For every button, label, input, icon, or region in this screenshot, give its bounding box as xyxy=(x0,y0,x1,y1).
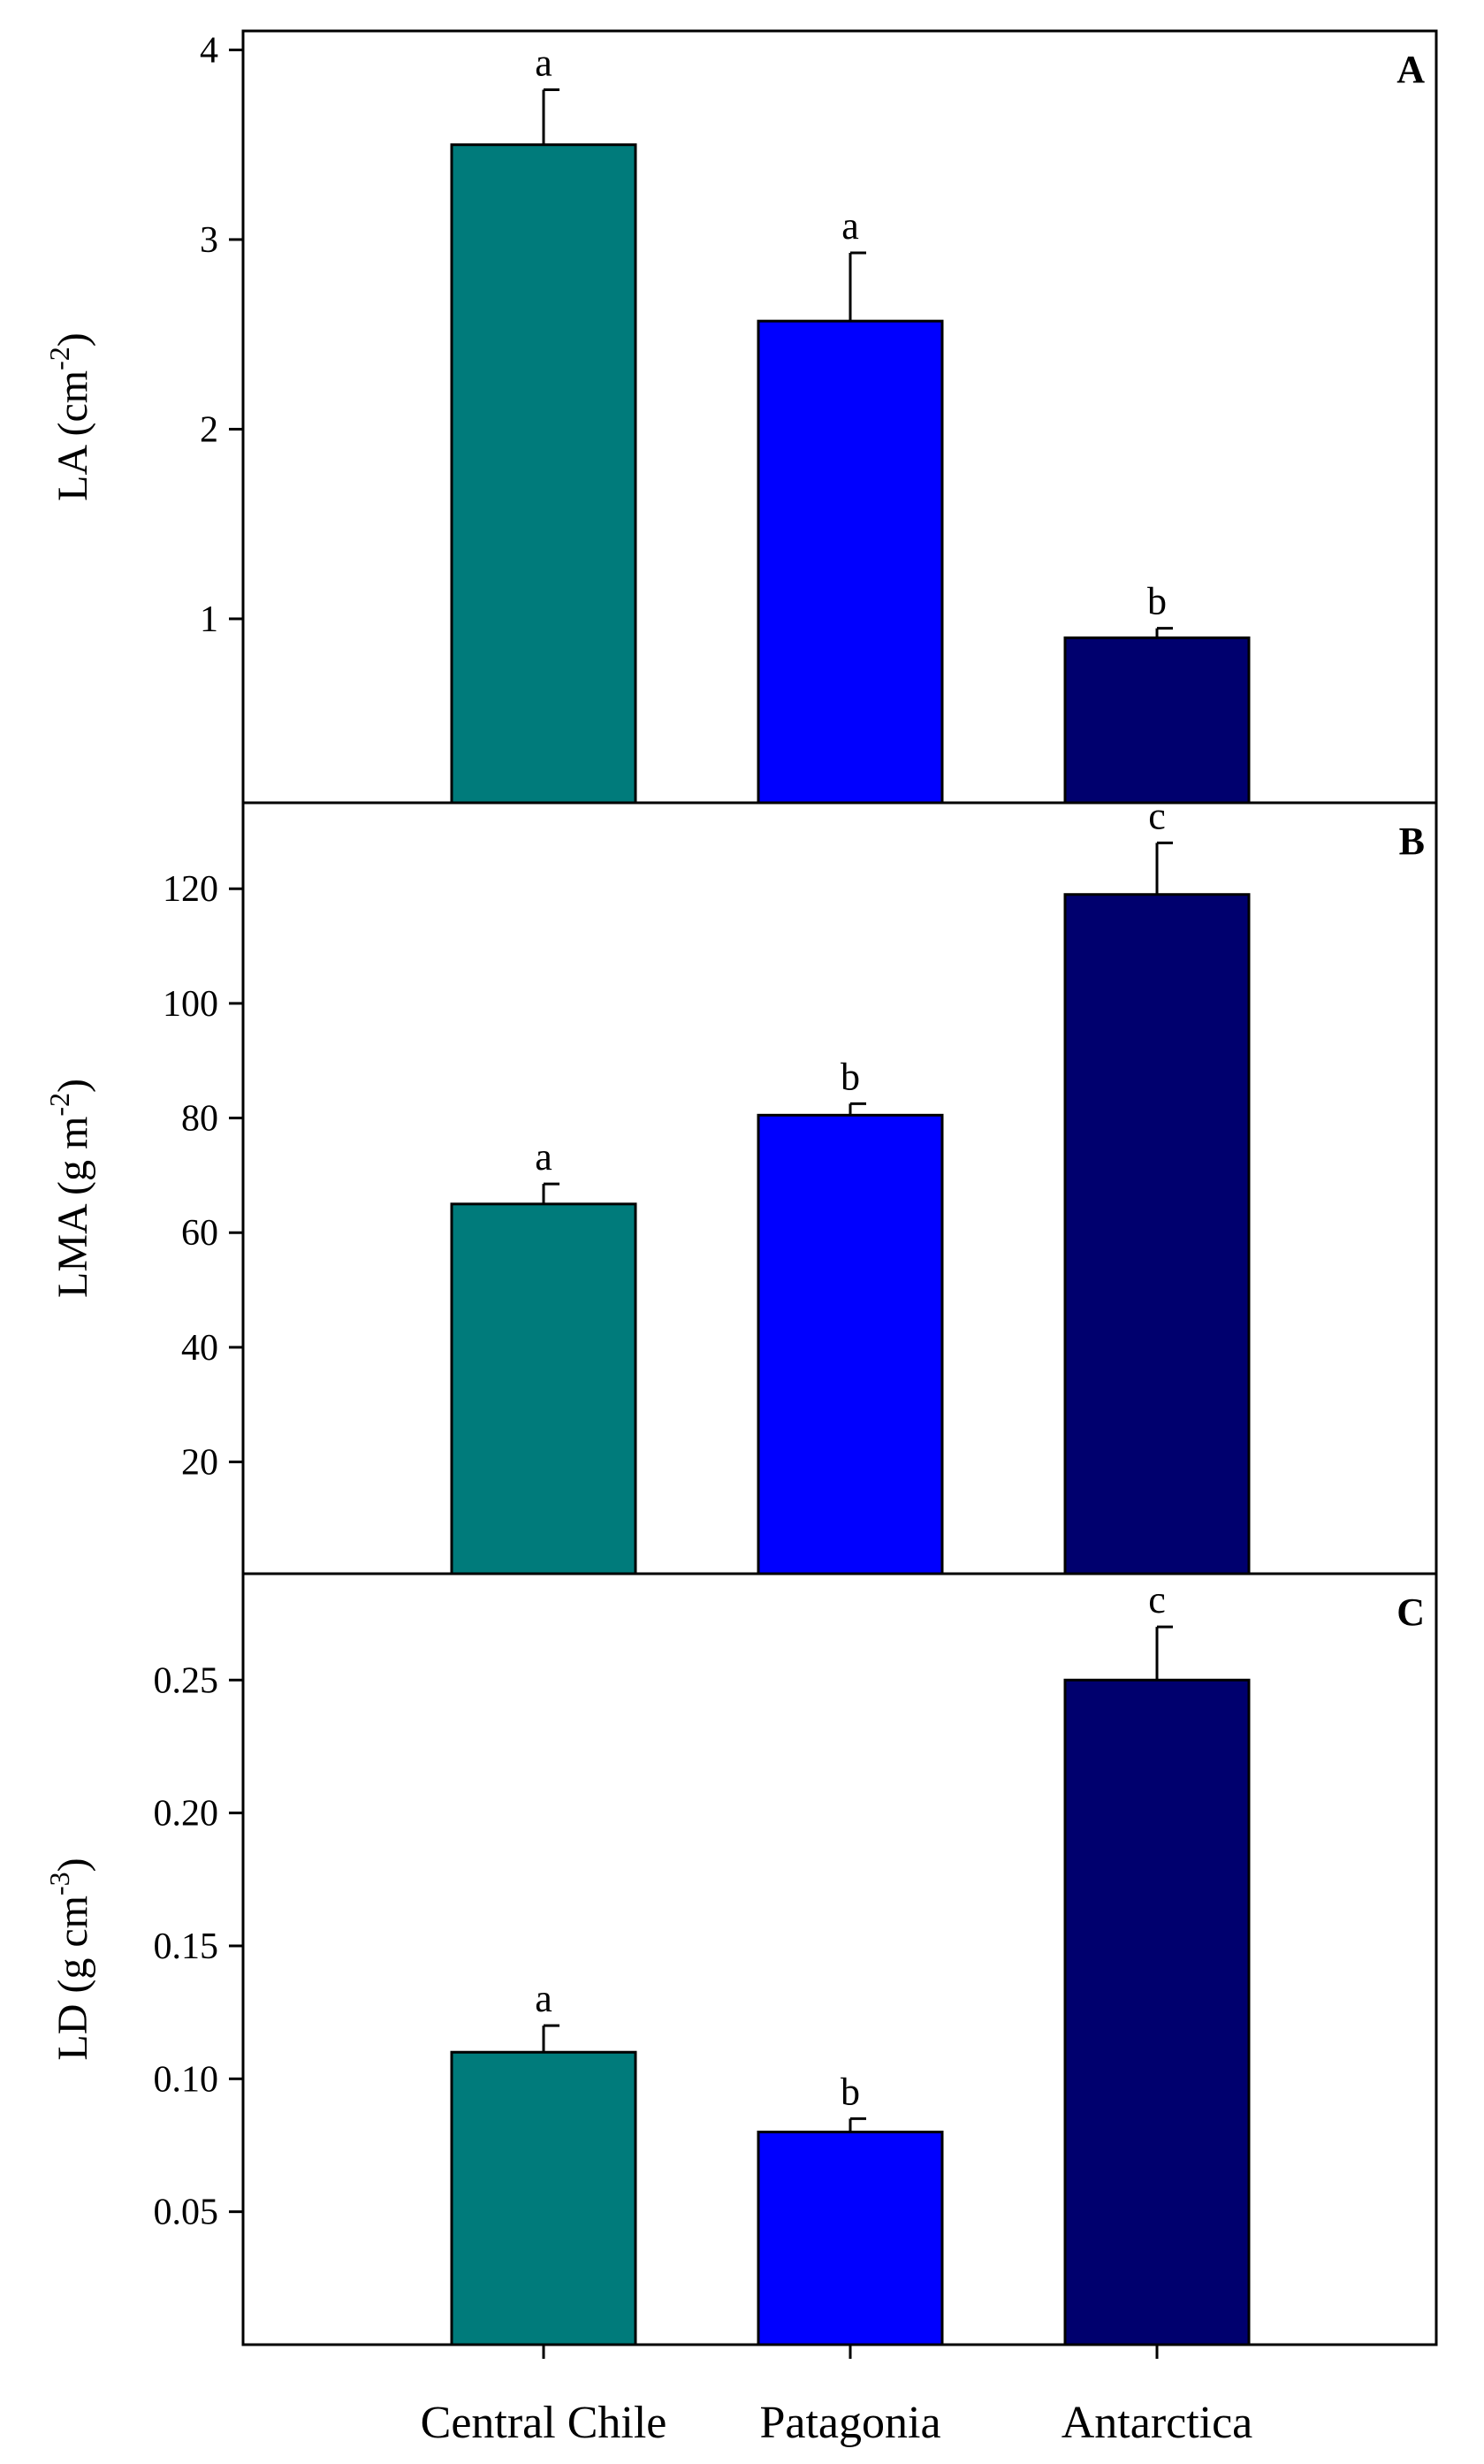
x-category-label-2: Patagonia xyxy=(759,2398,940,2448)
ytick-label-c-1: 0.05 xyxy=(154,2193,219,2233)
ytick-label-a-2: 2 xyxy=(200,409,218,450)
bar-b-2 xyxy=(757,1113,944,1575)
bar-a-1 xyxy=(450,143,637,805)
ytick-label-c-4: 0.20 xyxy=(154,1794,219,1835)
ytick-label-a-4: 4 xyxy=(200,30,218,71)
bar-a-3 xyxy=(1063,636,1251,805)
ytick-label-b-4: 80 xyxy=(181,1099,218,1140)
sig-label-a-2: a xyxy=(841,204,859,248)
sig-label-b-2: b xyxy=(841,1055,860,1098)
y-axis-label-close-b: ) xyxy=(49,1079,96,1093)
y-axis-label-exponent-a: -2 xyxy=(43,347,75,370)
ytick-label-b-2: 40 xyxy=(181,1328,218,1369)
panel-letter-b: B xyxy=(1399,820,1425,863)
panel-letter-c: C xyxy=(1396,1591,1425,1634)
y-axis-label-a: LA (cm-2) xyxy=(43,332,96,501)
sig-label-c-2: b xyxy=(841,2070,860,2113)
ytick-label-c-5: 0.25 xyxy=(154,1660,219,1701)
sig-label-a-1: a xyxy=(535,41,552,84)
panel-letter-a: A xyxy=(1396,48,1425,91)
sig-label-b-1: a xyxy=(535,1135,552,1179)
ytick-label-a-3: 3 xyxy=(200,220,218,261)
bar-b-3 xyxy=(1063,893,1251,1575)
bar-c-2 xyxy=(757,2130,944,2346)
y-axis-label-text-b: LMA (g m xyxy=(49,1117,96,1298)
ytick-label-b-6: 120 xyxy=(163,869,218,910)
y-axis-label-close-a: ) xyxy=(49,332,96,347)
y-axis-label-c: LD (g cm-3) xyxy=(43,1858,96,2060)
ytick-label-c-2: 0.10 xyxy=(154,2059,219,2100)
y-axis-label-b: LMA (g m-2) xyxy=(43,1079,96,1298)
bar-a-2 xyxy=(757,319,944,805)
ytick-label-b-5: 100 xyxy=(163,984,218,1025)
ytick-label-a-1: 1 xyxy=(200,599,218,640)
y-axis-label-close-c: ) xyxy=(49,1858,96,1872)
ytick-label-b-3: 60 xyxy=(181,1213,218,1254)
y-axis-label-exponent-c: -3 xyxy=(43,1872,75,1896)
bar-c-3 xyxy=(1063,1678,1251,2346)
y-axis-label-text-c: LD (g cm xyxy=(49,1896,96,2061)
y-axis-label-text-a: LA (cm xyxy=(49,370,96,501)
sig-label-c-3: c xyxy=(1148,1578,1166,1621)
y-axis-label-exponent-b: -2 xyxy=(43,1093,75,1117)
sig-label-a-3: b xyxy=(1147,580,1167,623)
ytick-label-c-3: 0.15 xyxy=(154,1926,219,1967)
panel-frame-c xyxy=(241,1572,1438,2346)
ytick-label-b-1: 20 xyxy=(181,1443,218,1484)
bar-c-1 xyxy=(450,2050,637,2346)
sig-label-b-3: c xyxy=(1148,794,1166,837)
bar-b-1 xyxy=(450,1202,637,1575)
x-category-label-1: Central Chile xyxy=(421,2398,667,2448)
x-category-label-3: Antarctica xyxy=(1062,2398,1253,2448)
sig-label-c-1: a xyxy=(535,1977,552,2020)
